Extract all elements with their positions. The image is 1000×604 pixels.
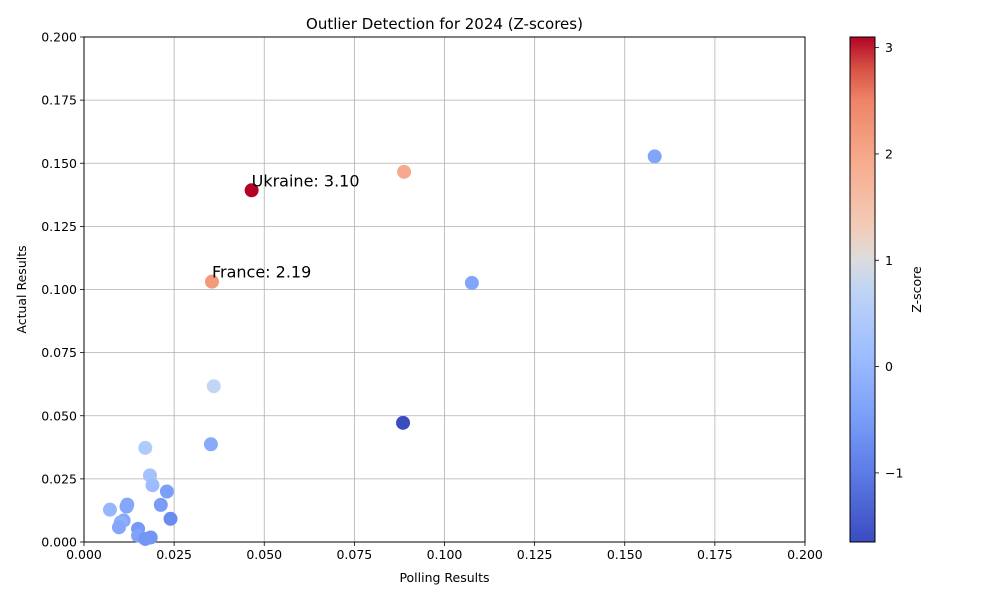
x-tick-label: 0.050 [246, 547, 282, 562]
data-point [119, 499, 134, 514]
y-tick-label: 0.000 [41, 535, 77, 550]
colorbar-tick-label: 1 [885, 253, 893, 268]
data-point [204, 274, 219, 289]
x-tick-label: 0.100 [427, 547, 463, 562]
data-point [159, 484, 174, 499]
data-point [647, 149, 662, 164]
colorbar: 3 2 1 0 −1 Z-score [849, 36, 924, 543]
data-point [111, 520, 126, 535]
data-point [464, 275, 479, 290]
x-tick-label: 0.125 [517, 547, 553, 562]
data-point [102, 502, 117, 517]
x-tick-label: 0.075 [336, 547, 372, 562]
y-tick-label: 0.125 [41, 219, 77, 234]
data-point [143, 530, 158, 545]
y-tick-label: 0.025 [41, 471, 77, 486]
point-annotation: France: 2.19 [212, 263, 311, 282]
data-points [102, 149, 662, 546]
x-tick-label: 0.025 [156, 547, 192, 562]
y-tick-label: 0.175 [41, 93, 77, 108]
chart-title: Outlier Detection for 2024 (Z-scores) [306, 15, 583, 33]
colorbar-tick-label: 0 [885, 359, 893, 374]
x-tick-label: 0.000 [66, 547, 102, 562]
point-annotation: Ukraine: 3.10 [252, 171, 360, 190]
x-tick-label: 0.150 [607, 547, 643, 562]
data-point [244, 183, 259, 198]
data-point [203, 437, 218, 452]
colorbar-label: Z-score [909, 266, 924, 313]
y-tick-label: 0.200 [41, 30, 77, 45]
annotations: Ukraine: 3.10 France: 2.19 [212, 171, 360, 281]
data-point [153, 497, 168, 512]
data-point [396, 415, 411, 430]
y-axis-label: Actual Results [14, 245, 29, 333]
y-axis: 0.000 0.025 0.050 0.075 0.100 0.125 0.150 0.175… [41, 30, 84, 550]
colorbar-tick-label: −1 [885, 465, 903, 480]
colorbar-tick-label: 3 [885, 40, 893, 55]
y-tick-label: 0.150 [41, 156, 77, 171]
colorbar-gradient [849, 36, 876, 543]
data-point [145, 478, 160, 493]
colorbar-tick-label: 2 [885, 146, 893, 161]
x-axis-label: Polling Results [399, 570, 489, 585]
y-tick-label: 0.075 [41, 345, 77, 360]
grid-lines [83, 36, 806, 543]
x-tick-label: 0.200 [787, 547, 823, 562]
data-point [138, 440, 153, 455]
x-tick-label: 0.175 [697, 547, 733, 562]
x-axis: 0.000 0.025 0.050 0.075 0.100 0.125 0.150 0.175… [66, 542, 823, 562]
data-point [397, 164, 412, 179]
y-tick-label: 0.050 [41, 408, 77, 423]
y-tick-label: 0.100 [41, 282, 77, 297]
colorbar-ticks: 3 2 1 0 −1 [875, 40, 903, 480]
data-point [206, 379, 221, 394]
data-point [163, 511, 178, 526]
